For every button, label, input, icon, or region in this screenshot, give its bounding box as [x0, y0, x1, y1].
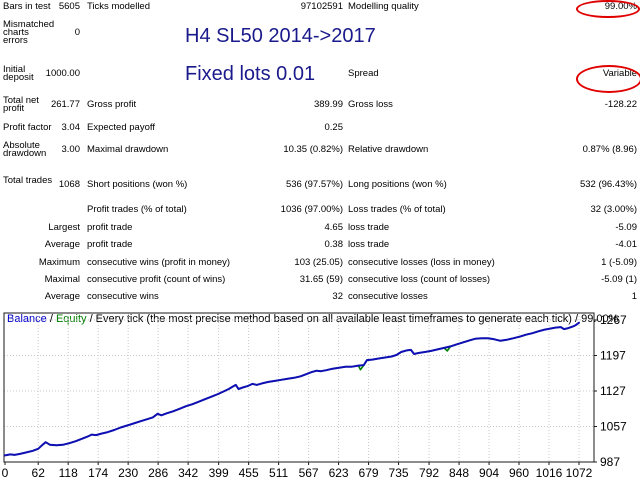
stat-value: 0 [74, 27, 80, 38]
stat-label: Average [44, 291, 80, 302]
x-axis-label: 511 [269, 466, 288, 480]
balance-equity-chart: 0 62 118 174 230 286 342 399 455 511 567 623 679 735 7… [2, 312, 627, 480]
stat-label: consecutive wins (profit in money) [87, 257, 231, 268]
stat-label: Maximal drawdown [87, 144, 169, 155]
stat-value: 1 [631, 291, 637, 302]
chart-title-segment: / Every tick (the most precise method ba… [86, 313, 619, 325]
x-axis-label: 399 [209, 466, 229, 480]
y-axis-label: 1197 [600, 349, 626, 363]
stat-label: Spread [348, 68, 379, 79]
stat-label: Modelling quality [348, 1, 419, 12]
stat-label: Loss trades (% of total) [348, 204, 446, 215]
x-axis-label: 342 [178, 466, 198, 480]
plot-border [3, 312, 595, 463]
stat-label: Largest [48, 222, 80, 233]
annotation-strategy-title: H4 SL50 2014->2017 [185, 25, 376, 47]
stat-label: Absolute drawdown [3, 140, 47, 159]
stat-label: consecutive losses [348, 291, 428, 302]
stat-value: 389.99 [313, 99, 343, 110]
stat-value: 1068 [58, 179, 80, 190]
stat-value: 32 [332, 291, 343, 302]
stat-value: 3.04 [61, 122, 81, 133]
x-axis-label: 118 [59, 466, 78, 480]
stat-label: profit trade [87, 239, 133, 250]
x-axis-label: 848 [449, 466, 469, 480]
stat-value: 0.87% (8.96) [582, 144, 637, 155]
stat-label: Profit trades (% of total) [87, 204, 187, 215]
x-axis-label: 1072 [566, 466, 593, 480]
y-axis-label: 1267 [600, 313, 627, 327]
x-axis-label: 623 [329, 466, 349, 480]
stat-label: loss trade [348, 222, 390, 233]
stat-label: Mismatched charts errors [3, 19, 55, 46]
stat-label: consecutive wins [87, 291, 159, 302]
annotation-lot-size: Fixed lots 0.01 [185, 63, 316, 85]
x-axis-label: 230 [118, 466, 138, 480]
stat-value: 5605 [58, 1, 80, 12]
stat-value: 4.65 [324, 222, 344, 233]
stat-label: Bars in test [3, 1, 51, 12]
x-axis-label: 174 [88, 466, 108, 480]
stat-label: loss trade [348, 239, 390, 250]
stat-label: consecutive losses (loss in money) [348, 257, 495, 268]
stat-value: 1000.00 [45, 68, 80, 79]
highlight-ellipse-spread [576, 65, 640, 93]
x-axis-label: 286 [148, 466, 168, 480]
stat-label: Ticks modelled [87, 1, 151, 12]
stat-label: Gross loss [348, 99, 393, 110]
stat-label: Long positions (won %) [348, 179, 447, 190]
y-axis-label: 1057 [600, 420, 627, 434]
stat-label: Expected payoff [87, 122, 155, 133]
stat-label: Total trades [3, 175, 53, 186]
stat-value: 3.00 [61, 144, 81, 155]
stat-value: -5.09 (1) [601, 274, 637, 285]
stat-value: -5.09 [615, 222, 637, 233]
chart-title-segment: / [46, 313, 56, 325]
stat-label: Gross profit [87, 99, 137, 110]
stat-value: 1 (-5.09) [601, 257, 637, 268]
stat-value: 532 (96.43%) [579, 179, 637, 190]
highlight-ellipse-modelling-quality [576, 0, 640, 18]
stat-value: 536 (97.57%) [285, 179, 343, 190]
stat-value: 31.65 (59) [299, 274, 343, 285]
stat-value: 1036 (97.00%) [280, 204, 343, 215]
stat-value: 32 (3.00%) [590, 204, 637, 215]
x-axis-label: 904 [479, 466, 499, 480]
chart-title-segment: Equity [55, 313, 87, 325]
stat-value: -4.01 [615, 239, 637, 250]
y-axis-label: 987 [600, 455, 620, 469]
stat-value: 103 (25.05) [294, 257, 343, 268]
stat-value: -128.22 [604, 99, 637, 110]
stat-label: Profit factor [3, 122, 52, 133]
balance-line [4, 321, 580, 457]
stat-label: consecutive profit (count of wins) [87, 274, 226, 285]
stat-value: 10.35 (0.82%) [283, 144, 343, 155]
x-axis-label: 792 [419, 466, 439, 480]
chart-title-segment: Balance [7, 313, 47, 325]
x-axis-label: 567 [299, 466, 319, 480]
stat-label: Maximum [38, 257, 80, 268]
x-axis-label: 0 [2, 466, 9, 480]
x-axis-label: 679 [359, 466, 379, 480]
stat-label: Total net profit [3, 95, 39, 114]
chart-header: Balance / Equity / Every tick (the most … [7, 313, 618, 325]
stat-value: 261.77 [50, 99, 80, 110]
y-axis-label: 1127 [600, 384, 626, 398]
stat-label: Average [44, 239, 80, 250]
stat-label: Short positions (won %) [87, 179, 188, 190]
x-axis-label: 1016 [536, 466, 563, 480]
stat-value: 97102591 [300, 1, 343, 12]
stat-value: 0.38 [324, 239, 344, 250]
x-axis-label: 62 [32, 466, 46, 480]
x-axis-label: 735 [389, 466, 409, 480]
stat-label: Relative drawdown [348, 144, 429, 155]
stat-label: Maximal [44, 274, 80, 285]
x-axis-label: 960 [509, 466, 529, 480]
x-axis-label: 455 [239, 466, 259, 480]
stat-label: Initial deposit [3, 64, 34, 83]
stat-label: consecutive loss (count of losses) [348, 274, 491, 285]
stat-value: 0.25 [324, 122, 344, 133]
stat-label: profit trade [87, 222, 133, 233]
